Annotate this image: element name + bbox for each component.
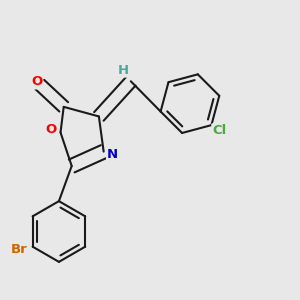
Text: H: H (117, 64, 128, 76)
Text: O: O (31, 75, 42, 88)
Text: Cl: Cl (212, 124, 226, 137)
Text: N: N (107, 148, 118, 161)
Text: Br: Br (11, 243, 28, 256)
Text: O: O (45, 123, 57, 136)
